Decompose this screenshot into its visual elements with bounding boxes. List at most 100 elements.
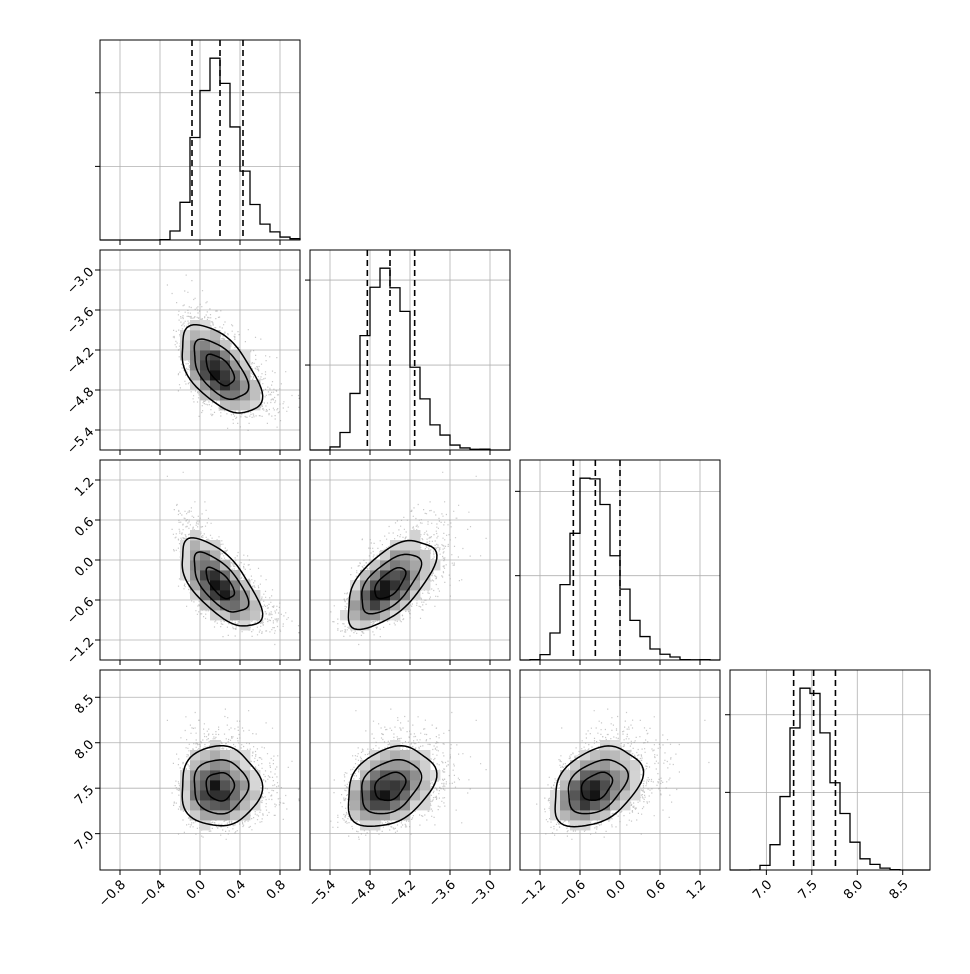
contour-level-2 [181,537,264,627]
density-cell [340,610,351,621]
density-cell [180,800,191,811]
density-cell [400,580,411,591]
density-cell [570,760,581,771]
density-cell [580,810,591,821]
density-cell [620,770,631,781]
density-cell [620,750,631,761]
density-cell [400,770,411,781]
hist-panel-3 [725,670,930,871]
density-cell [400,750,411,761]
density-cell [350,810,361,821]
density-cell [250,780,261,791]
contour-level-0 [580,771,614,802]
density-cell [590,780,601,791]
density-cell [190,800,201,811]
x-tick-label-3-3: 8.5 [887,877,912,902]
density-cell [630,760,641,771]
density-cell [360,620,371,631]
density-cell [600,750,611,761]
density-cell [610,760,621,771]
density-cell [570,810,581,821]
density-cell [370,810,381,821]
y-tick-label-2-1: −0.6 [64,595,97,628]
density-cell [230,750,241,761]
contour-level-1 [193,551,250,613]
y-tick-label-1-3: −3.6 [64,305,97,338]
x-tick-label-1-4: −3.0 [466,877,499,910]
x-tick-label-2-3: 0.6 [644,877,669,902]
density-cell [430,770,441,781]
density-cell [370,750,381,761]
density-cell [420,580,431,591]
density-cell [210,740,221,751]
density-cell [190,330,201,341]
density-cell [570,790,581,801]
density-cell [380,750,391,761]
density-cell [410,580,421,591]
density-cell [210,330,221,341]
contour-level-1 [193,338,250,401]
density-cell [400,800,411,811]
density-cell [410,770,421,781]
density-cell [380,600,391,611]
density-cell [410,790,421,801]
y-tick-label-3-2: 8.0 [72,737,97,762]
density-cell [360,790,371,801]
density-cell [600,810,611,821]
y-tick-label-1-0: −5.4 [64,425,97,458]
x-tick-label-1-1: −4.8 [346,877,379,910]
panel-content [536,708,710,840]
density-cell [180,340,191,351]
density-cell [210,370,221,381]
density-cell [390,590,401,601]
density-cell [580,770,591,781]
density-cell [420,760,431,771]
density-cell [200,750,211,761]
x-tick-label-1-0: −5.4 [306,877,339,910]
density-cell [590,760,601,771]
density-cell [420,750,431,761]
contour-level-1 [361,553,423,615]
x-tick-label-0-2: 0.0 [184,877,209,902]
x-tick-label-0-4: 0.8 [264,877,289,902]
density-cell [220,600,231,611]
y-tick-label-3-1: 7.5 [72,783,97,808]
density-cell [190,810,201,821]
density-cell [220,760,231,771]
x-tick-label-0-3: 0.4 [224,877,249,902]
hist-frame-3 [729,669,931,871]
x-tick-label-0-1: −0.4 [136,877,169,910]
density-cell [190,590,201,601]
density-cell [240,380,251,391]
density-cell [390,750,401,761]
density-cell [630,780,641,791]
y-tick-label-2-4: 1.2 [72,475,97,500]
density-cell [380,790,391,801]
density-cell [350,610,361,621]
density-cell [240,800,251,811]
density-cell [400,550,411,561]
density-cell [380,810,391,821]
density-cell [230,790,241,801]
density-cell [360,590,371,601]
density-cell [200,320,211,331]
density-cell [190,540,201,551]
density-cell [200,360,211,371]
density-cell [360,600,371,611]
density-cell [230,810,241,821]
contour-level-2 [181,324,264,414]
density-cell [210,600,221,611]
contour-level-0 [374,771,407,802]
density-cell [560,780,571,791]
density-cell [570,800,581,811]
density-cell [400,600,411,611]
y-tick-label-2-3: 0.6 [72,515,97,540]
density-cell [410,750,421,761]
density-cell [420,800,431,811]
density-cell [370,560,381,571]
hist-panel-0 [95,40,301,241]
density-cell [210,560,221,571]
density-cell [350,590,361,601]
